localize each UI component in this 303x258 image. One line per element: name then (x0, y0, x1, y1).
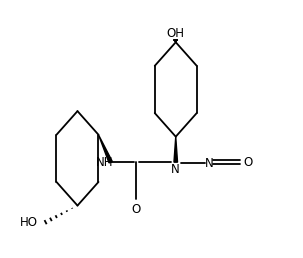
Text: N: N (205, 157, 213, 170)
Text: O: O (132, 203, 141, 216)
Polygon shape (98, 135, 112, 163)
Polygon shape (174, 137, 178, 162)
Text: O: O (243, 156, 253, 169)
Text: HO: HO (20, 216, 38, 229)
Text: OH: OH (167, 27, 185, 40)
Text: NH: NH (95, 156, 113, 169)
Text: N: N (171, 164, 180, 176)
